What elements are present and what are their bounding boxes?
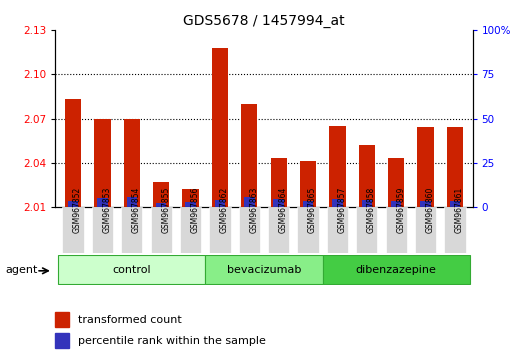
Bar [447, 127, 463, 207]
FancyBboxPatch shape [327, 207, 348, 253]
Text: GSM967861: GSM967861 [455, 186, 464, 233]
Bar [359, 145, 375, 207]
FancyBboxPatch shape [59, 256, 205, 284]
Text: GSM967860: GSM967860 [426, 186, 435, 233]
Text: agent: agent [5, 265, 37, 275]
Text: transformed count: transformed count [78, 315, 182, 325]
Text: GSM967859: GSM967859 [396, 186, 405, 233]
Text: GSM967864: GSM967864 [279, 186, 288, 233]
FancyBboxPatch shape [239, 207, 260, 253]
Text: control: control [112, 265, 151, 275]
Bar [391, 201, 401, 207]
Text: GSM967856: GSM967856 [191, 186, 200, 233]
Bar [362, 200, 372, 207]
Bar [55, 333, 69, 348]
Text: GSM967858: GSM967858 [367, 186, 376, 233]
Bar [420, 201, 431, 207]
Text: GDS5678 / 1457994_at: GDS5678 / 1457994_at [183, 14, 345, 28]
Bar [185, 202, 196, 207]
FancyBboxPatch shape [210, 207, 231, 253]
Bar [95, 119, 110, 207]
FancyBboxPatch shape [150, 207, 172, 253]
FancyBboxPatch shape [92, 207, 113, 253]
Bar [215, 200, 225, 207]
Text: percentile rank within the sample: percentile rank within the sample [78, 336, 266, 346]
Text: bevacizumab: bevacizumab [227, 265, 301, 275]
Text: GSM967862: GSM967862 [220, 186, 229, 233]
FancyBboxPatch shape [205, 256, 323, 284]
FancyBboxPatch shape [62, 207, 83, 253]
Bar [244, 198, 254, 207]
Bar [124, 119, 140, 207]
FancyBboxPatch shape [180, 207, 201, 253]
Bar [329, 126, 345, 207]
FancyBboxPatch shape [415, 207, 436, 253]
Bar [183, 189, 199, 207]
Bar [153, 182, 169, 207]
Text: GSM967853: GSM967853 [102, 186, 111, 233]
Text: GSM967865: GSM967865 [308, 186, 317, 233]
FancyBboxPatch shape [356, 207, 378, 253]
Text: GSM967854: GSM967854 [132, 186, 141, 233]
Text: GSM967857: GSM967857 [337, 186, 346, 233]
Bar [450, 201, 460, 207]
Text: GSM967863: GSM967863 [249, 186, 258, 233]
Bar [97, 198, 108, 207]
Bar [303, 201, 313, 207]
Bar [65, 99, 81, 207]
Text: dibenzazepine: dibenzazepine [356, 265, 437, 275]
Bar [156, 203, 166, 207]
FancyBboxPatch shape [385, 207, 407, 253]
FancyBboxPatch shape [268, 207, 289, 253]
Bar [271, 159, 287, 207]
Bar [212, 48, 228, 207]
Bar [241, 104, 257, 207]
Bar [332, 199, 343, 207]
Text: GSM967852: GSM967852 [73, 186, 82, 233]
FancyBboxPatch shape [121, 207, 143, 253]
Bar [127, 198, 137, 207]
Bar [300, 161, 316, 207]
Bar [388, 159, 404, 207]
Bar [68, 201, 78, 207]
FancyBboxPatch shape [297, 207, 318, 253]
Bar [418, 127, 433, 207]
FancyBboxPatch shape [323, 256, 469, 284]
Bar [55, 312, 69, 327]
FancyBboxPatch shape [445, 207, 466, 253]
Bar [274, 199, 284, 207]
Text: GSM967855: GSM967855 [161, 186, 170, 233]
